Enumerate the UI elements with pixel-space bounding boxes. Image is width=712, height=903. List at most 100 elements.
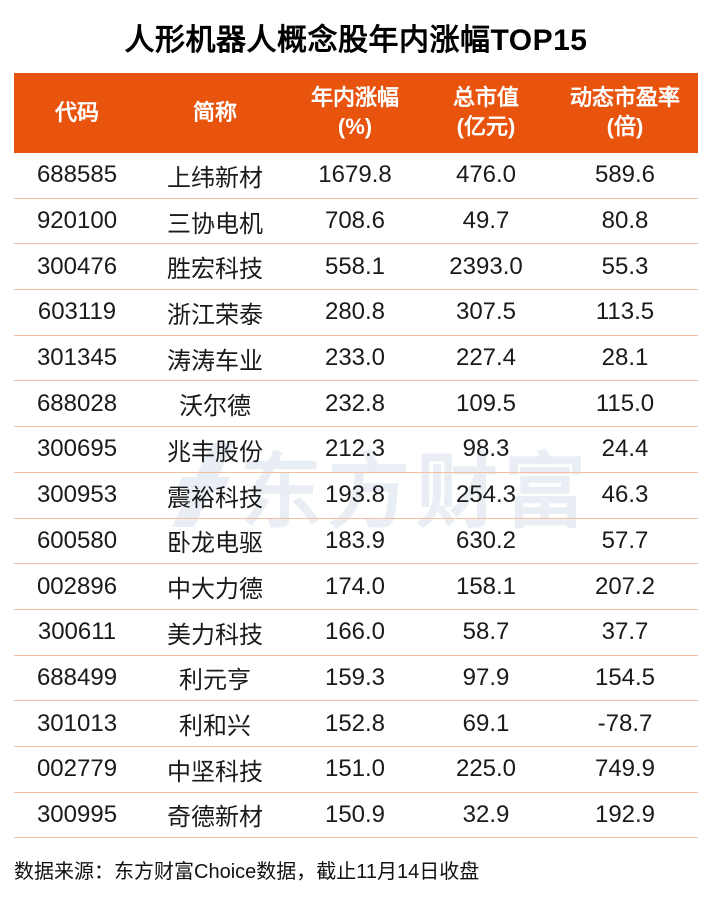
table-header: 代码 简称 年内涨幅 (%) 总市值 (亿元) 动态市盈率 (倍) [14, 73, 698, 153]
value-cell: 115.0 [552, 380, 698, 428]
value-cell: 28.1 [552, 335, 698, 382]
value-cell: 2393.0 [420, 243, 552, 291]
stock-code-cell: 301345 [14, 335, 140, 382]
value-cell: 1679.8 [290, 153, 420, 199]
column-header-0: 代码 [14, 73, 140, 153]
value-cell: 227.4 [420, 335, 552, 382]
value-cell: 113.5 [552, 289, 698, 336]
stock-code-cell: 603119 [14, 289, 140, 336]
column-header-line1: 代码 [54, 99, 99, 125]
value-cell: 49.7 [420, 198, 552, 245]
value-cell: 97.9 [420, 655, 552, 702]
stock-name-cell: 利和兴 [140, 700, 290, 747]
stock-name-cell: 兆丰股份 [140, 426, 290, 473]
value-cell: 280.8 [290, 289, 420, 336]
value-cell: 158.1 [420, 563, 552, 610]
value-cell: 24.4 [552, 426, 698, 473]
value-cell: 207.2 [552, 563, 698, 610]
value-cell: 476.0 [420, 153, 552, 199]
stock-code-cell: 300611 [14, 609, 140, 656]
page-title: 人形机器人概念股年内涨幅TOP15 [124, 24, 588, 57]
stock-code-cell: 002779 [14, 746, 140, 793]
table-row: 603119 浙江荣泰 280.8 307.5 113.5 [14, 289, 698, 336]
value-cell: 150.9 [290, 792, 420, 839]
table-area: 东方财富 代码 简称 年内涨幅 (%) 总市值 (亿元) 动态市盈率 (倍) 688585 上纬… [14, 73, 698, 839]
value-cell: 57.7 [552, 518, 698, 565]
stock-name-cell: 美力科技 [140, 609, 290, 656]
stock-code-cell: 688585 [14, 153, 140, 199]
table-row: 301345 涛涛车业 233.0 227.4 28.1 [14, 335, 698, 382]
stock-code-cell: 688028 [14, 380, 140, 428]
table-row: 688499 利元亨 159.3 97.9 154.5 [14, 655, 698, 702]
value-cell: 152.8 [290, 700, 420, 747]
column-header-line1: 总市值 [452, 85, 519, 111]
column-header-1: 简称 [140, 73, 290, 153]
value-cell: 159.3 [290, 655, 420, 702]
column-header-line2: (倍) [606, 114, 644, 139]
value-cell: 174.0 [290, 563, 420, 610]
value-cell: 32.9 [420, 792, 552, 839]
value-cell: 558.1 [290, 243, 420, 291]
stock-name-cell: 中坚科技 [140, 746, 290, 793]
table-row: 300611 美力科技 166.0 58.7 37.7 [14, 609, 698, 656]
stock-name-cell: 胜宏科技 [140, 243, 290, 291]
value-cell: -78.7 [552, 700, 698, 747]
stock-name-cell: 中大力德 [140, 563, 290, 610]
value-cell: 166.0 [290, 609, 420, 656]
value-cell: 630.2 [420, 518, 552, 565]
stock-name-cell: 震裕科技 [140, 472, 290, 519]
value-cell: 254.3 [420, 472, 552, 519]
table-row: 002896 中大力德 174.0 158.1 207.2 [14, 563, 698, 610]
stock-code-cell: 300995 [14, 792, 140, 839]
value-cell: 37.7 [552, 609, 698, 656]
value-cell: 193.8 [290, 472, 420, 519]
value-cell: 46.3 [552, 472, 698, 519]
stock-code-cell: 688499 [14, 655, 140, 702]
source-note: 数据来源：东方财富Choice数据，截止11月14日收盘 [14, 861, 480, 884]
stock-code-cell: 300953 [14, 472, 140, 519]
stock-code-cell: 301013 [14, 700, 140, 747]
value-cell: 225.0 [420, 746, 552, 793]
value-cell: 69.1 [420, 700, 552, 747]
stock-code-cell: 300476 [14, 243, 140, 291]
table-row: 300695 兆丰股份 212.3 98.3 24.4 [14, 426, 698, 473]
stocks-table: 代码 简称 年内涨幅 (%) 总市值 (亿元) 动态市盈率 (倍) 688585 上纬新材 167… [14, 73, 698, 839]
value-cell: 183.9 [290, 518, 420, 565]
value-cell: 80.8 [552, 198, 698, 245]
column-header-line1: 年内涨幅 [310, 85, 399, 111]
column-header-3: 总市值 (亿元) [420, 73, 552, 153]
stock-name-cell: 利元亨 [140, 655, 290, 702]
value-cell: 708.6 [290, 198, 420, 245]
value-cell: 154.5 [552, 655, 698, 702]
stock-name-cell: 沃尔德 [140, 380, 290, 428]
table-row: 002779 中坚科技 151.0 225.0 749.9 [14, 746, 698, 793]
stock-name-cell: 三协电机 [140, 198, 290, 245]
column-header-line2: (亿元) [456, 114, 516, 139]
value-cell: 55.3 [552, 243, 698, 291]
table-row: 300476 胜宏科技 558.1 2393.0 55.3 [14, 243, 698, 291]
header-row: 代码 简称 年内涨幅 (%) 总市值 (亿元) 动态市盈率 (倍) [14, 73, 698, 153]
column-header-4: 动态市盈率 (倍) [552, 73, 698, 153]
value-cell: 232.8 [290, 380, 420, 428]
stock-code-cell: 002896 [14, 563, 140, 610]
value-cell: 192.9 [552, 792, 698, 839]
value-cell: 589.6 [552, 153, 698, 199]
table-row: 300995 奇德新材 150.9 32.9 192.9 [14, 792, 698, 839]
table-row: 688585 上纬新材 1679.8 476.0 589.6 [14, 153, 698, 199]
value-cell: 151.0 [290, 746, 420, 793]
stock-name-cell: 卧龙电驱 [140, 518, 290, 565]
table-row: 301013 利和兴 152.8 69.1 -78.7 [14, 700, 698, 747]
stock-name-cell: 上纬新材 [140, 153, 290, 199]
column-header-line2: (%) [337, 114, 373, 139]
table-row: 688028 沃尔德 232.8 109.5 115.0 [14, 380, 698, 428]
stock-code-cell: 600580 [14, 518, 140, 565]
value-cell: 98.3 [420, 426, 552, 473]
stock-name-cell: 涛涛车业 [140, 335, 290, 382]
value-cell: 212.3 [290, 426, 420, 473]
value-cell: 109.5 [420, 380, 552, 428]
table-body: 688585 上纬新材 1679.8 476.0 589.6 920100 三协电机 708.… [14, 153, 698, 839]
column-header-2: 年内涨幅 (%) [290, 73, 420, 153]
table-row: 600580 卧龙电驱 183.9 630.2 57.7 [14, 518, 698, 565]
value-cell: 749.9 [552, 746, 698, 793]
